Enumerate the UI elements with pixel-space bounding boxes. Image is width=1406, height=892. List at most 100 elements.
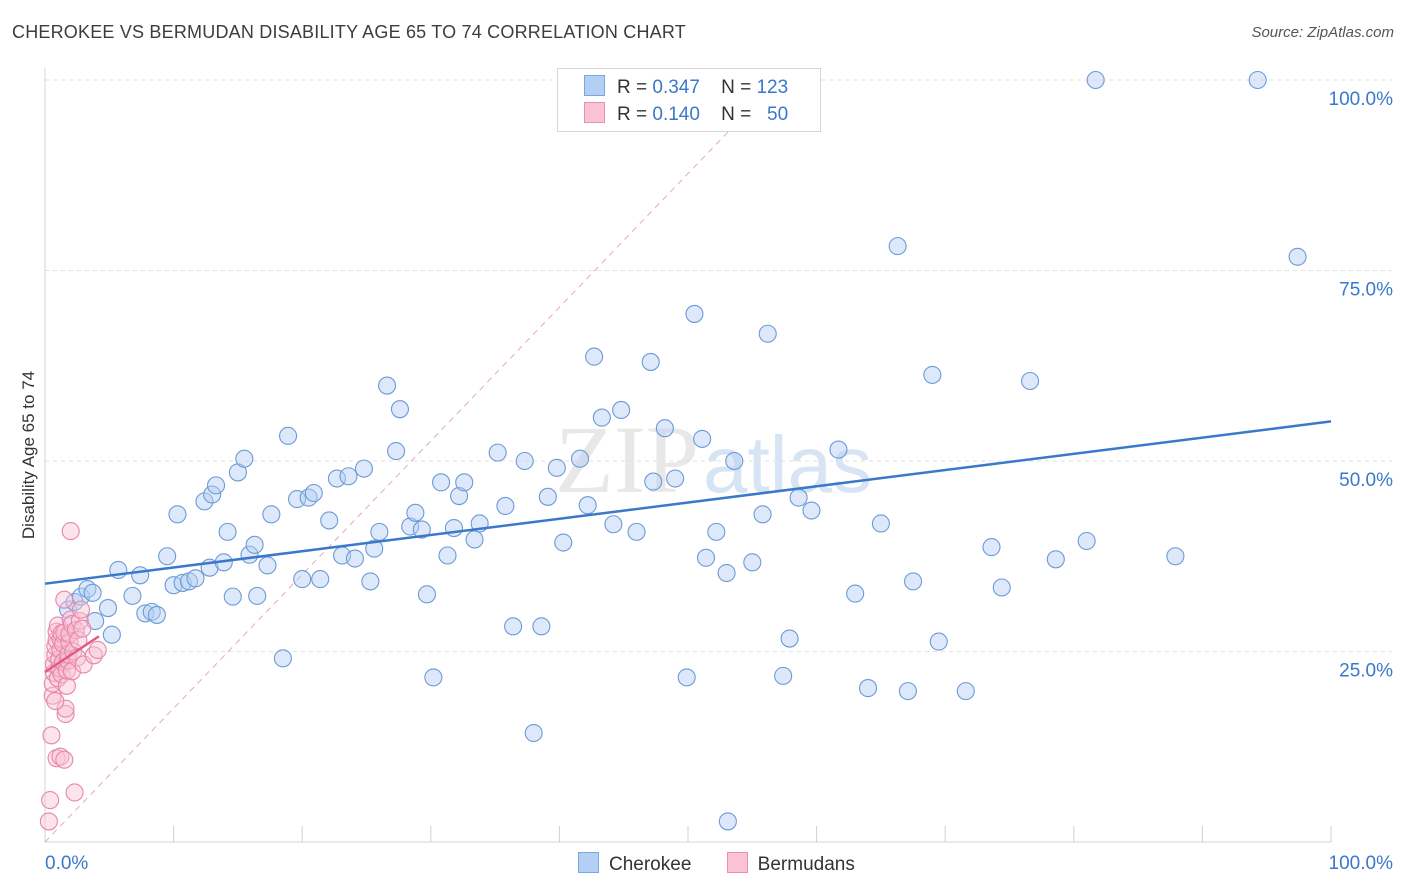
bermudans-point xyxy=(61,522,80,541)
cherokee-point xyxy=(98,599,118,618)
cherokee-point xyxy=(424,668,443,687)
bermudans-point xyxy=(53,634,73,653)
legend-row-bermudans: R = 0.140 N = 50 xyxy=(584,102,788,126)
cherokee-point xyxy=(758,324,777,343)
reference-diagonal xyxy=(44,79,779,843)
cherokee-point xyxy=(311,570,330,589)
bermudans-trend-line xyxy=(44,635,100,674)
bermudans-point xyxy=(73,619,92,638)
bermudans-legend-swatch xyxy=(726,852,748,873)
cherokee-point xyxy=(406,503,425,522)
cherokee-point xyxy=(195,492,214,511)
cherokee-point xyxy=(802,501,821,520)
cherokee-r-value: 0.347 xyxy=(652,77,700,98)
cherokee-point xyxy=(956,682,975,701)
cherokee-point xyxy=(604,515,623,534)
cherokee-point xyxy=(685,304,704,323)
r-label: R = xyxy=(617,77,648,98)
cherokee-point xyxy=(102,625,121,644)
cherokee-point xyxy=(1021,371,1040,391)
cherokee-point xyxy=(131,566,150,585)
cherokee-point xyxy=(262,505,281,524)
bermudans-point xyxy=(71,600,91,619)
bermudans-r-value: 0.140 xyxy=(652,104,700,125)
cherokee-point xyxy=(644,472,663,491)
cherokee-point xyxy=(829,440,848,459)
cherokee-point xyxy=(666,469,685,488)
cherokee-point xyxy=(339,467,358,486)
cherokee-point xyxy=(1086,70,1105,90)
cherokee-point xyxy=(245,535,264,554)
cherokee-point xyxy=(1166,547,1185,566)
bermudans-point xyxy=(65,783,84,802)
cherokee-point xyxy=(293,570,312,589)
cherokee-point xyxy=(612,400,631,419)
cherokee-point xyxy=(361,572,380,591)
cherokee-point xyxy=(538,487,557,506)
cherokee-point xyxy=(142,602,161,621)
cherokee-point xyxy=(992,578,1011,597)
cherokee-point xyxy=(707,522,726,541)
cherokee-point xyxy=(1288,247,1307,266)
bermudans-point xyxy=(62,662,82,681)
bermudans-point xyxy=(56,699,75,718)
cherokee-point xyxy=(345,549,364,568)
cherokee-point xyxy=(417,585,436,604)
x-tick-label-max: 100.0% xyxy=(1329,853,1394,874)
cherokee-point xyxy=(655,419,674,438)
bermudans-point xyxy=(41,791,60,810)
bermudans-legend-label: Bermudans xyxy=(757,854,855,875)
cherokee-point xyxy=(218,522,237,541)
cherokee-point xyxy=(186,569,205,588)
x-tick-label-min: 0.0% xyxy=(45,853,88,874)
y-tick-label: 100.0% xyxy=(1329,89,1394,110)
cherokee-n-value: 123 xyxy=(756,77,789,98)
bermudans-point xyxy=(57,676,76,695)
legend-item-cherokee: Cherokee xyxy=(578,852,691,876)
bermudans-points xyxy=(39,522,107,831)
cherokee-point xyxy=(136,604,155,623)
bermudans-swatch xyxy=(584,102,605,123)
cherokee-point xyxy=(898,682,917,701)
cherokee-point xyxy=(206,476,226,495)
cherokee-point xyxy=(524,723,543,743)
trend-lines xyxy=(44,420,1332,674)
n-label: N = xyxy=(721,104,752,125)
cherokee-point xyxy=(365,539,384,558)
cherokee-points xyxy=(59,70,1307,831)
cherokee-point xyxy=(279,426,298,445)
cherokee-point xyxy=(1077,531,1096,551)
legend-row-cherokee: R = 0.347 N = 123 xyxy=(584,75,788,99)
cherokee-point xyxy=(1046,550,1065,569)
y-tick-label: 25.0% xyxy=(1339,661,1393,682)
legend-item-bermudans: Bermudans xyxy=(726,852,855,876)
cherokee-point xyxy=(982,538,1001,557)
cherokee-point xyxy=(390,400,409,419)
cherokee-point xyxy=(438,546,457,565)
cherokee-point xyxy=(554,533,573,552)
axes xyxy=(44,68,1332,843)
tick-labels: 25.0% 50.0% 75.0% 100.0% 0.0% 100.0% xyxy=(45,89,1393,874)
y-axis-label: Disability Age 65 to 74 xyxy=(19,370,38,540)
cherokee-point xyxy=(515,451,534,471)
cherokee-point xyxy=(585,347,604,366)
cherokee-trend-line xyxy=(44,420,1332,585)
cherokee-point xyxy=(432,473,451,492)
cherokee-point xyxy=(496,496,515,516)
cherokee-point xyxy=(223,587,242,606)
bermudans-point xyxy=(55,590,74,609)
cherokee-point xyxy=(743,553,762,572)
cherokee-point xyxy=(504,617,523,636)
r-label: R = xyxy=(617,104,648,125)
cherokee-point xyxy=(158,547,177,566)
stats-legend: R = 0.347 N = 123 R = 0.140 N = 50 xyxy=(557,68,821,132)
cherokee-point xyxy=(718,812,737,831)
cherokee-point xyxy=(774,666,793,685)
cherokee-point xyxy=(532,617,551,636)
cherokee-point xyxy=(401,517,420,536)
cherokee-point xyxy=(903,572,923,591)
reference-line xyxy=(44,79,779,843)
cherokee-point xyxy=(203,485,222,504)
cherokee-point xyxy=(354,459,373,478)
